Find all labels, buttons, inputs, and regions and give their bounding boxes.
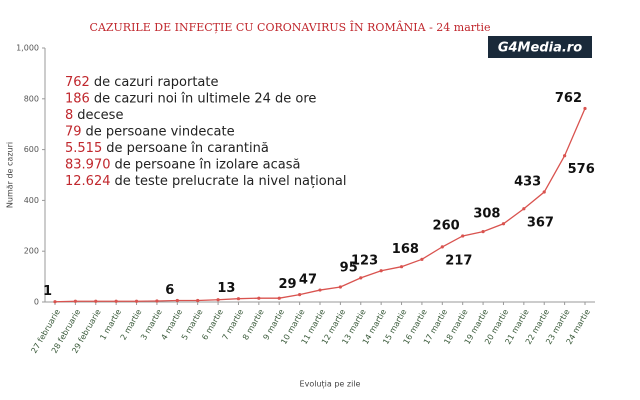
y-tick-label: 0 bbox=[34, 298, 39, 307]
data-label: 29 bbox=[279, 277, 297, 292]
data-label: 308 bbox=[473, 206, 500, 221]
y-tick-label: 600 bbox=[24, 145, 39, 154]
y-tick-label: 400 bbox=[24, 196, 39, 205]
point bbox=[298, 293, 302, 297]
point bbox=[481, 230, 485, 234]
data-label: 762 bbox=[555, 91, 582, 106]
data-label: 13 bbox=[217, 281, 235, 296]
annotation: 8 decese bbox=[65, 108, 123, 123]
annotation-text: de persoane vindecate bbox=[86, 124, 235, 139]
x-axis-label: Evoluția pe zile bbox=[300, 380, 361, 390]
data-label: 123 bbox=[351, 253, 378, 268]
point bbox=[461, 234, 465, 238]
point bbox=[583, 106, 587, 111]
annotation-text: de teste prelucrate la nivel național bbox=[115, 174, 347, 189]
annotation-text: de persoane în carantină bbox=[106, 141, 269, 156]
point bbox=[175, 298, 179, 303]
annotation-text: decese bbox=[77, 108, 123, 123]
point bbox=[53, 300, 57, 304]
annotation-number: 83.970 bbox=[65, 157, 111, 172]
annotation: 762 de cazuri raportate bbox=[65, 75, 219, 90]
point bbox=[155, 299, 159, 303]
point bbox=[563, 154, 567, 158]
logo-box bbox=[488, 36, 592, 58]
annotation-text: de cazuri raportate bbox=[94, 75, 219, 90]
data-label: 260 bbox=[433, 218, 460, 233]
point bbox=[318, 288, 322, 292]
annotation-number: 5.515 bbox=[65, 141, 102, 156]
point bbox=[134, 299, 139, 303]
point bbox=[94, 299, 98, 303]
data-label: 6 bbox=[165, 283, 174, 298]
annotation: 12.624 de teste prelucrate la nivel națio… bbox=[65, 174, 347, 189]
data-label: 168 bbox=[392, 242, 419, 257]
point bbox=[73, 299, 77, 303]
point bbox=[216, 298, 220, 302]
annotation-number: 79 bbox=[65, 124, 82, 139]
annotation: 5.515 de persoane în carantină bbox=[65, 141, 269, 156]
annotation-number: 186 bbox=[65, 91, 90, 106]
data-label: 47 bbox=[299, 273, 317, 288]
point bbox=[542, 190, 546, 194]
chart-title: CAZURILE DE INFECȚIE CU CORONAVIRUS ÎN R… bbox=[90, 20, 491, 34]
data-label: 1 bbox=[43, 284, 52, 299]
data-label: 95 bbox=[340, 260, 358, 275]
annotation: 186 de cazuri noi în ultimele 24 de ore bbox=[65, 91, 316, 106]
annotation: 83.970 de persoane în izolare acasă bbox=[65, 157, 301, 172]
annotation-text: de cazuri noi în ultimele 24 de ore bbox=[94, 91, 317, 106]
data-label: 367 bbox=[527, 215, 554, 230]
point bbox=[420, 257, 424, 261]
data-label: 576 bbox=[568, 162, 595, 177]
point bbox=[277, 296, 281, 300]
annotation: 79 de persoane vindecate bbox=[65, 124, 235, 139]
y-tick-label: 800 bbox=[24, 94, 39, 103]
annotation-number: 12.624 bbox=[65, 174, 111, 189]
point bbox=[257, 296, 261, 300]
annotation-number: 762 bbox=[65, 75, 90, 90]
point bbox=[359, 276, 363, 280]
y-tick-label: 200 bbox=[24, 247, 39, 256]
point bbox=[236, 297, 241, 301]
point bbox=[399, 265, 404, 269]
logo: G4Media.ro bbox=[498, 41, 582, 56]
annotation-text: de persoane în izolare acasă bbox=[115, 157, 301, 172]
point bbox=[196, 298, 200, 303]
point bbox=[501, 222, 506, 226]
point bbox=[440, 245, 444, 249]
y-tick-label: 1,000 bbox=[16, 44, 39, 53]
data-label: 433 bbox=[514, 175, 541, 190]
annotation-number: 8 bbox=[65, 108, 73, 123]
point bbox=[114, 299, 118, 303]
y-axis-label: Număr de cazuri bbox=[6, 142, 15, 208]
point bbox=[522, 207, 526, 211]
data-label: 217 bbox=[445, 253, 472, 268]
point bbox=[338, 285, 342, 289]
point bbox=[379, 269, 383, 273]
